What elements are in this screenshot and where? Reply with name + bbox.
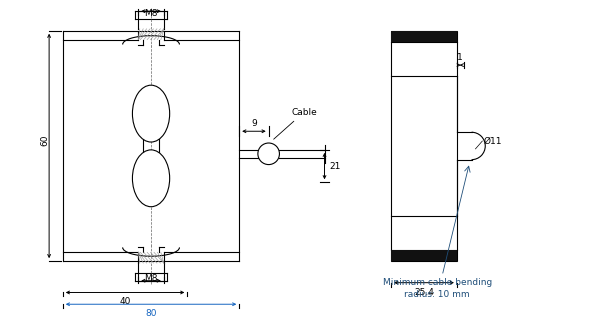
Text: 1: 1 bbox=[458, 53, 463, 62]
Text: 40: 40 bbox=[119, 297, 131, 306]
Text: Ø11: Ø11 bbox=[483, 136, 502, 145]
Ellipse shape bbox=[132, 85, 170, 142]
Text: M8: M8 bbox=[144, 9, 158, 18]
Text: 21: 21 bbox=[329, 161, 341, 170]
Text: Minimum cable bending
radius: 10 mm: Minimum cable bending radius: 10 mm bbox=[383, 278, 492, 299]
Text: 60: 60 bbox=[41, 134, 50, 146]
Text: M8: M8 bbox=[144, 274, 158, 283]
Circle shape bbox=[258, 143, 279, 165]
Text: 25.4: 25.4 bbox=[414, 288, 434, 297]
Text: Cable: Cable bbox=[274, 108, 317, 139]
Text: 9: 9 bbox=[251, 119, 257, 128]
Ellipse shape bbox=[132, 150, 170, 207]
Bar bbox=[391, 31, 457, 261]
Text: 80: 80 bbox=[145, 309, 157, 318]
Bar bbox=[391, 250, 457, 261]
Bar bbox=[391, 31, 457, 42]
